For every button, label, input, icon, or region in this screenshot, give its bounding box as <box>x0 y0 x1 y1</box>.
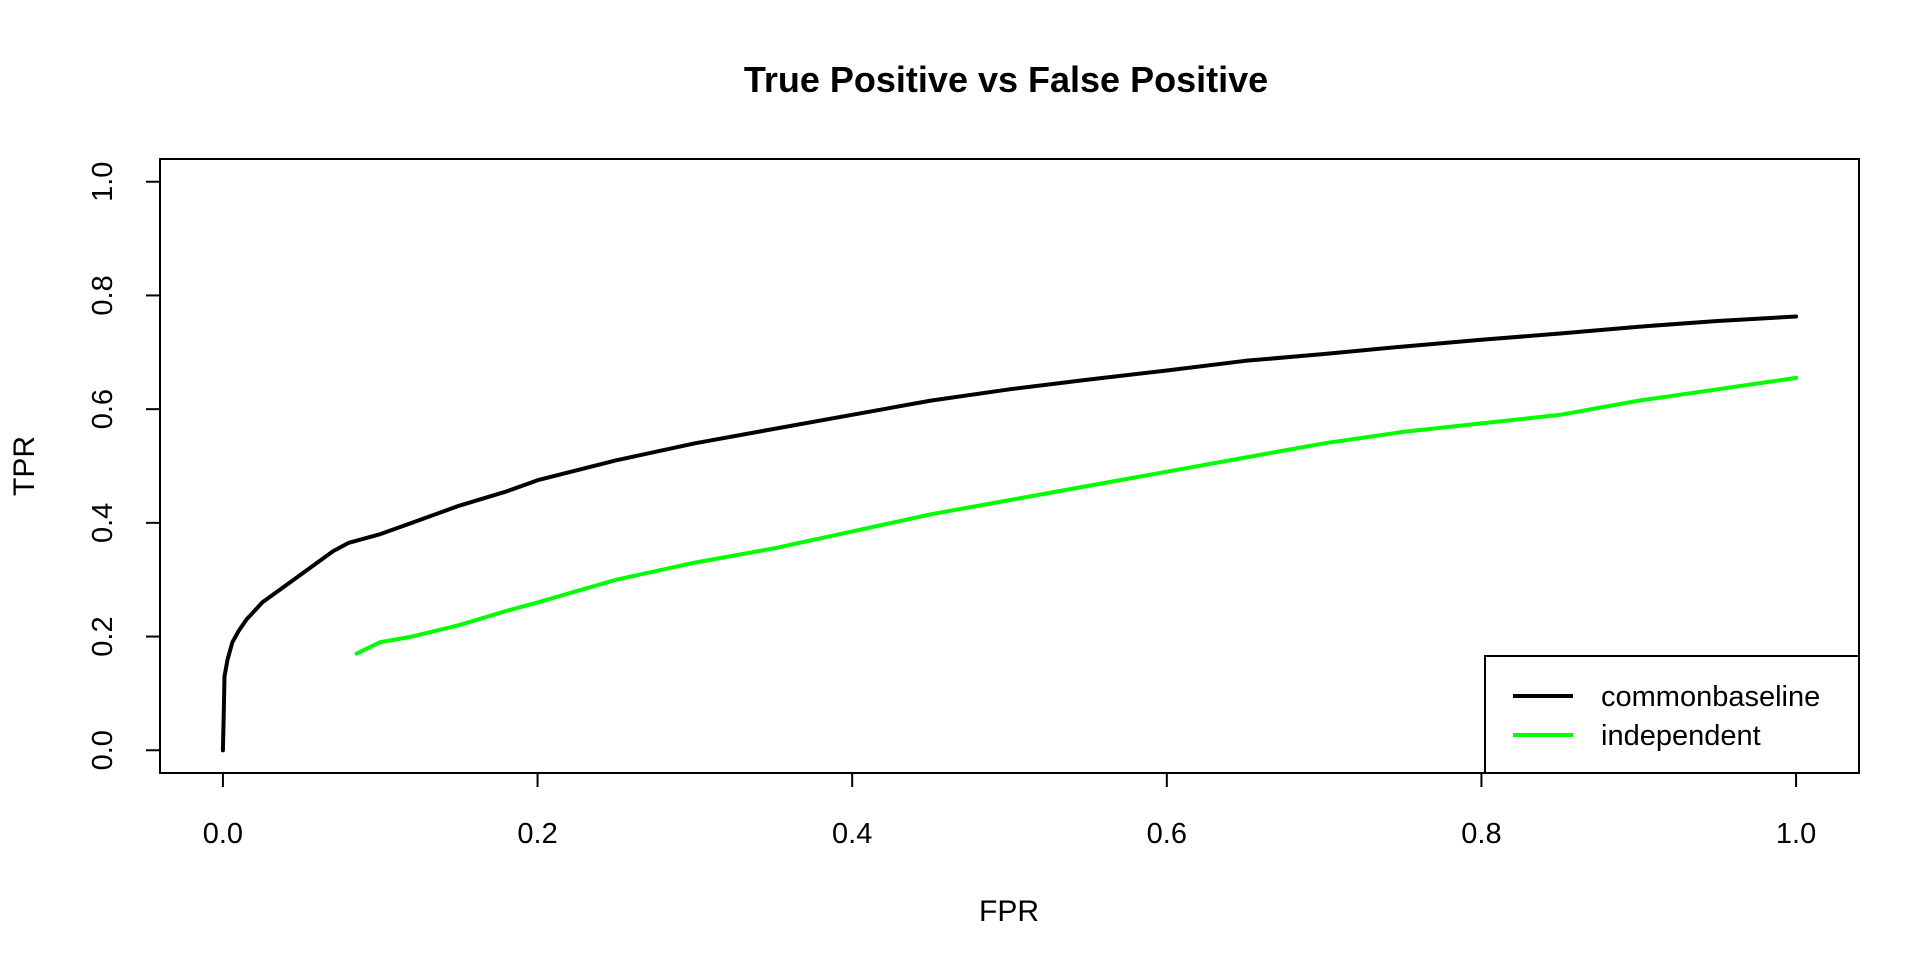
legend: commonbaseline independent <box>1484 655 1860 774</box>
x-tick-label: 0.6 <box>1147 818 1187 850</box>
legend-label-independent: independent <box>1601 720 1761 752</box>
chart-title: True Positive vs False Positive <box>744 59 1268 100</box>
series-layer <box>220 314 1799 753</box>
y-tick-label: 0.2 <box>87 616 119 656</box>
x-tick-label: 0.8 <box>1461 818 1501 850</box>
y-tick-label: 0.8 <box>87 275 119 315</box>
x-tick-label: 0.4 <box>832 818 872 850</box>
x-tick-label: 0.0 <box>203 818 243 850</box>
series-line-commonbaseline <box>220 314 1799 753</box>
y-tick-label: 0.6 <box>87 389 119 429</box>
series-line-independent <box>354 375 1799 656</box>
legend-box <box>1484 655 1860 774</box>
x-tick-label: 0.2 <box>517 818 557 850</box>
x-tick-label: 1.0 <box>1776 818 1816 850</box>
y-tick-label: 0.4 <box>87 503 119 543</box>
y-tick-label: 1.0 <box>87 162 119 202</box>
y-axis: 0.0 0.2 0.4 0.6 0.8 1.0 <box>87 162 161 770</box>
legend-label-commonbaseline: commonbaseline <box>1601 681 1820 713</box>
y-tick-label: 0.0 <box>87 730 119 770</box>
x-axis-label: FPR <box>979 895 1039 928</box>
y-axis-label: TPR <box>8 436 41 496</box>
